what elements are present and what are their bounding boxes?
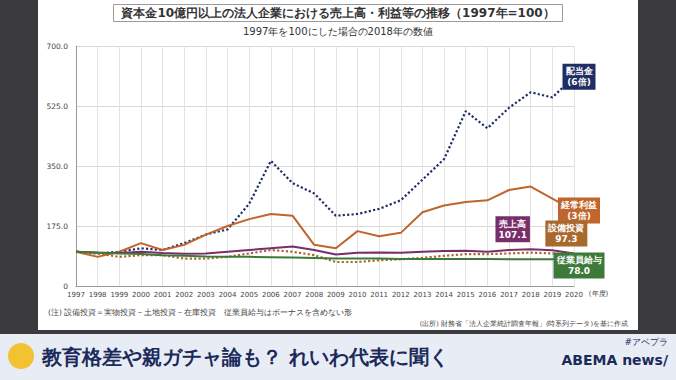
svg-text:1997: 1997 bbox=[67, 291, 85, 299]
svg-text:2015: 2015 bbox=[457, 291, 475, 299]
svg-text:2020: 2020 bbox=[565, 291, 583, 299]
svg-text:2012: 2012 bbox=[392, 291, 410, 299]
svg-text:経常利益: 経常利益 bbox=[560, 200, 597, 210]
html-text:教育格差や親ガチャ論も？ れいわ代表に聞く: 教育格差や親ガチャ論も？ れいわ代表に聞く bbox=[42, 345, 449, 369]
html-text:#アベプラ: #アベプラ bbox=[624, 337, 668, 347]
svg-text:2001: 2001 bbox=[154, 291, 172, 299]
svg-text:97.3: 97.3 bbox=[555, 234, 577, 244]
svg-text:2004: 2004 bbox=[219, 291, 237, 299]
svg-text:78.0: 78.0 bbox=[568, 266, 590, 276]
svg-text:(注) 設備投資＝実物投資－土地投資－在庫投資 従業員給与は: (注) 設備投資＝実物投資－土地投資－在庫投資 従業員給与はボーナスを含めない形 bbox=[48, 308, 352, 317]
svg-text:2019: 2019 bbox=[543, 291, 561, 299]
svg-text:資本金10億円以上の法人企業における売上高・利益等の推移（1: 資本金10億円以上の法人企業における売上高・利益等の推移（1997年=100） bbox=[120, 6, 554, 20]
svg-text:2011: 2011 bbox=[370, 291, 388, 299]
svg-text:1997年を100にした場合の2018年の数値: 1997年を100にした場合の2018年の数値 bbox=[243, 26, 433, 37]
svg-text:1999: 1999 bbox=[110, 291, 128, 299]
html-text:ABEMA news/: ABEMA news/ bbox=[561, 352, 668, 368]
svg-text:(年度): (年度) bbox=[589, 290, 609, 298]
svg-text:2013: 2013 bbox=[414, 291, 432, 299]
svg-text:(出所) 財務省「法人企業統計調査年報」(時系列データ)を基: (出所) 財務省「法人企業統計調査年報」(時系列データ)を基に作成 bbox=[420, 320, 628, 328]
svg-text:2018: 2018 bbox=[522, 291, 540, 299]
svg-text:175.0: 175.0 bbox=[47, 222, 69, 231]
svg-text:2009: 2009 bbox=[327, 291, 345, 299]
svg-text:2002: 2002 bbox=[175, 291, 193, 299]
svg-text:0: 0 bbox=[63, 282, 68, 291]
svg-text:2016: 2016 bbox=[478, 291, 496, 299]
svg-text:350.0: 350.0 bbox=[47, 162, 69, 171]
svg-text:従業員給与: 従業員給与 bbox=[556, 255, 602, 265]
svg-text:(3倍): (3倍) bbox=[567, 211, 591, 221]
svg-text:700.0: 700.0 bbox=[47, 42, 69, 51]
svg-text:売上高: 売上高 bbox=[499, 219, 526, 229]
svg-text:107.1: 107.1 bbox=[498, 230, 526, 240]
svg-text:2014: 2014 bbox=[435, 291, 453, 299]
svg-text:2005: 2005 bbox=[240, 291, 258, 299]
svg-text:配当金: 配当金 bbox=[566, 66, 594, 76]
svg-text:2006: 2006 bbox=[262, 291, 280, 299]
svg-text:2008: 2008 bbox=[305, 291, 323, 299]
svg-text:525.0: 525.0 bbox=[47, 102, 69, 111]
svg-text:1998: 1998 bbox=[89, 291, 107, 299]
svg-text:2000: 2000 bbox=[132, 291, 150, 299]
svg-text:2003: 2003 bbox=[197, 291, 215, 299]
svg-text:2007: 2007 bbox=[284, 291, 302, 299]
svg-text:2010: 2010 bbox=[349, 291, 367, 299]
svg-text:(6倍): (6倍) bbox=[567, 77, 591, 87]
svg-text:設備投資: 設備投資 bbox=[547, 223, 584, 233]
svg-text:2017: 2017 bbox=[500, 291, 518, 299]
